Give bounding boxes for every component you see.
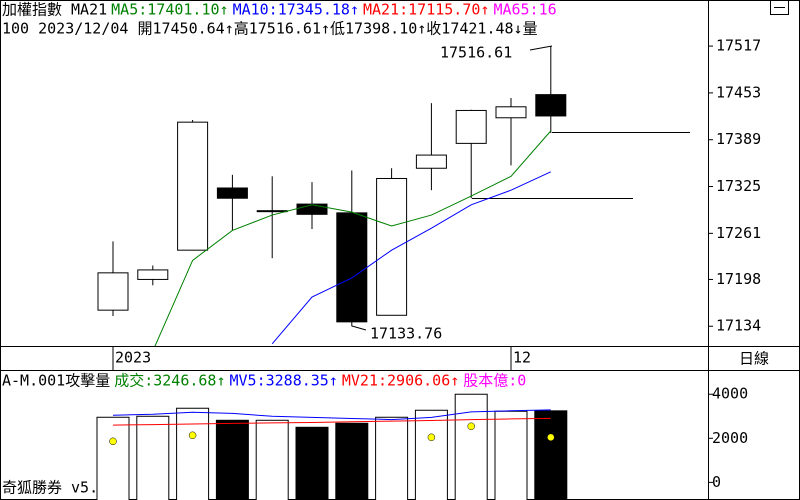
legend-entry: MA21:17115.70↑ — [363, 1, 489, 19]
legend-entry: MA5:17401.10↑ — [111, 1, 228, 19]
y-tick-label: 17389 — [716, 130, 761, 148]
y-tick-label: 17198 — [716, 270, 761, 288]
quote-info: 100 2023/12/04 開17450.64↑高17516.61↑低1739… — [2, 20, 538, 38]
volume-bar — [295, 426, 329, 500]
candle-body — [296, 203, 328, 215]
indicator-dot — [427, 433, 436, 442]
x-tick-label: 2023 — [115, 349, 151, 367]
indicator-line — [112, 409, 551, 421]
low-annotation: 17133.76 — [370, 325, 442, 343]
candle-body — [535, 94, 567, 117]
candle-body — [455, 109, 487, 144]
period-label[interactable]: 日線 — [739, 350, 769, 368]
candle-body — [495, 106, 527, 119]
high-annotation: 17516.61 — [440, 44, 512, 62]
y-tick-label: 17261 — [716, 224, 761, 242]
y-tick-label: 17453 — [716, 83, 761, 101]
volume-bar — [414, 409, 448, 500]
indicator-line — [154, 130, 552, 346]
x-tick-label: 12 — [513, 349, 531, 367]
volume-bar — [534, 410, 568, 500]
legend-entry: MV21:2906.06↑ — [342, 372, 459, 390]
annotation-leader — [529, 45, 553, 51]
indicator-dot — [547, 433, 555, 442]
indicator-dot — [109, 437, 117, 446]
legend-entry: 加權指數 MA21 — [2, 1, 107, 19]
indicator-line — [271, 171, 552, 345]
footer: 奇狐勝券 v5.2 — [2, 479, 107, 497]
volume-bar — [375, 416, 409, 500]
y-tick-label: 2000 — [712, 429, 748, 447]
candle-body — [415, 154, 447, 169]
volume-bar — [454, 393, 488, 500]
volume-bar — [176, 407, 210, 500]
volume-bar — [255, 419, 289, 500]
legend-entry: 成交:3246.68↑ — [114, 372, 225, 390]
volume-bar — [335, 422, 369, 500]
annotation-leader — [351, 325, 367, 331]
legend-entry: MA10:17345.18↑ — [233, 1, 359, 19]
legend-entry: MV5:3288.35↑ — [230, 372, 338, 390]
candle-body — [336, 212, 368, 323]
candle-body — [256, 210, 288, 213]
volume-bar — [136, 415, 170, 500]
indicator-line — [112, 417, 551, 426]
window-button[interactable] — [770, 0, 789, 15]
legend-entry: A-M.001攻擊量 — [2, 372, 110, 390]
volume-bar — [96, 416, 130, 500]
indicator-dot — [188, 431, 197, 440]
candle-body — [97, 272, 129, 311]
candle-body — [177, 121, 209, 251]
candle-body — [137, 269, 169, 280]
y-tick-label: 17325 — [716, 177, 761, 195]
candle-body — [376, 177, 408, 316]
y-tick-label: 17517 — [716, 37, 761, 55]
volume-bar — [215, 419, 249, 500]
legend-entry: MA65:16 — [493, 1, 556, 19]
volume-bar — [494, 410, 528, 500]
legend-entry: 股本億:0 — [463, 372, 526, 390]
y-tick-label: 17134 — [716, 317, 761, 335]
y-tick-label: 4000 — [712, 385, 748, 403]
indicator-dot — [467, 422, 475, 431]
y-tick-label: 0 — [712, 473, 721, 491]
candle-body — [216, 187, 248, 199]
